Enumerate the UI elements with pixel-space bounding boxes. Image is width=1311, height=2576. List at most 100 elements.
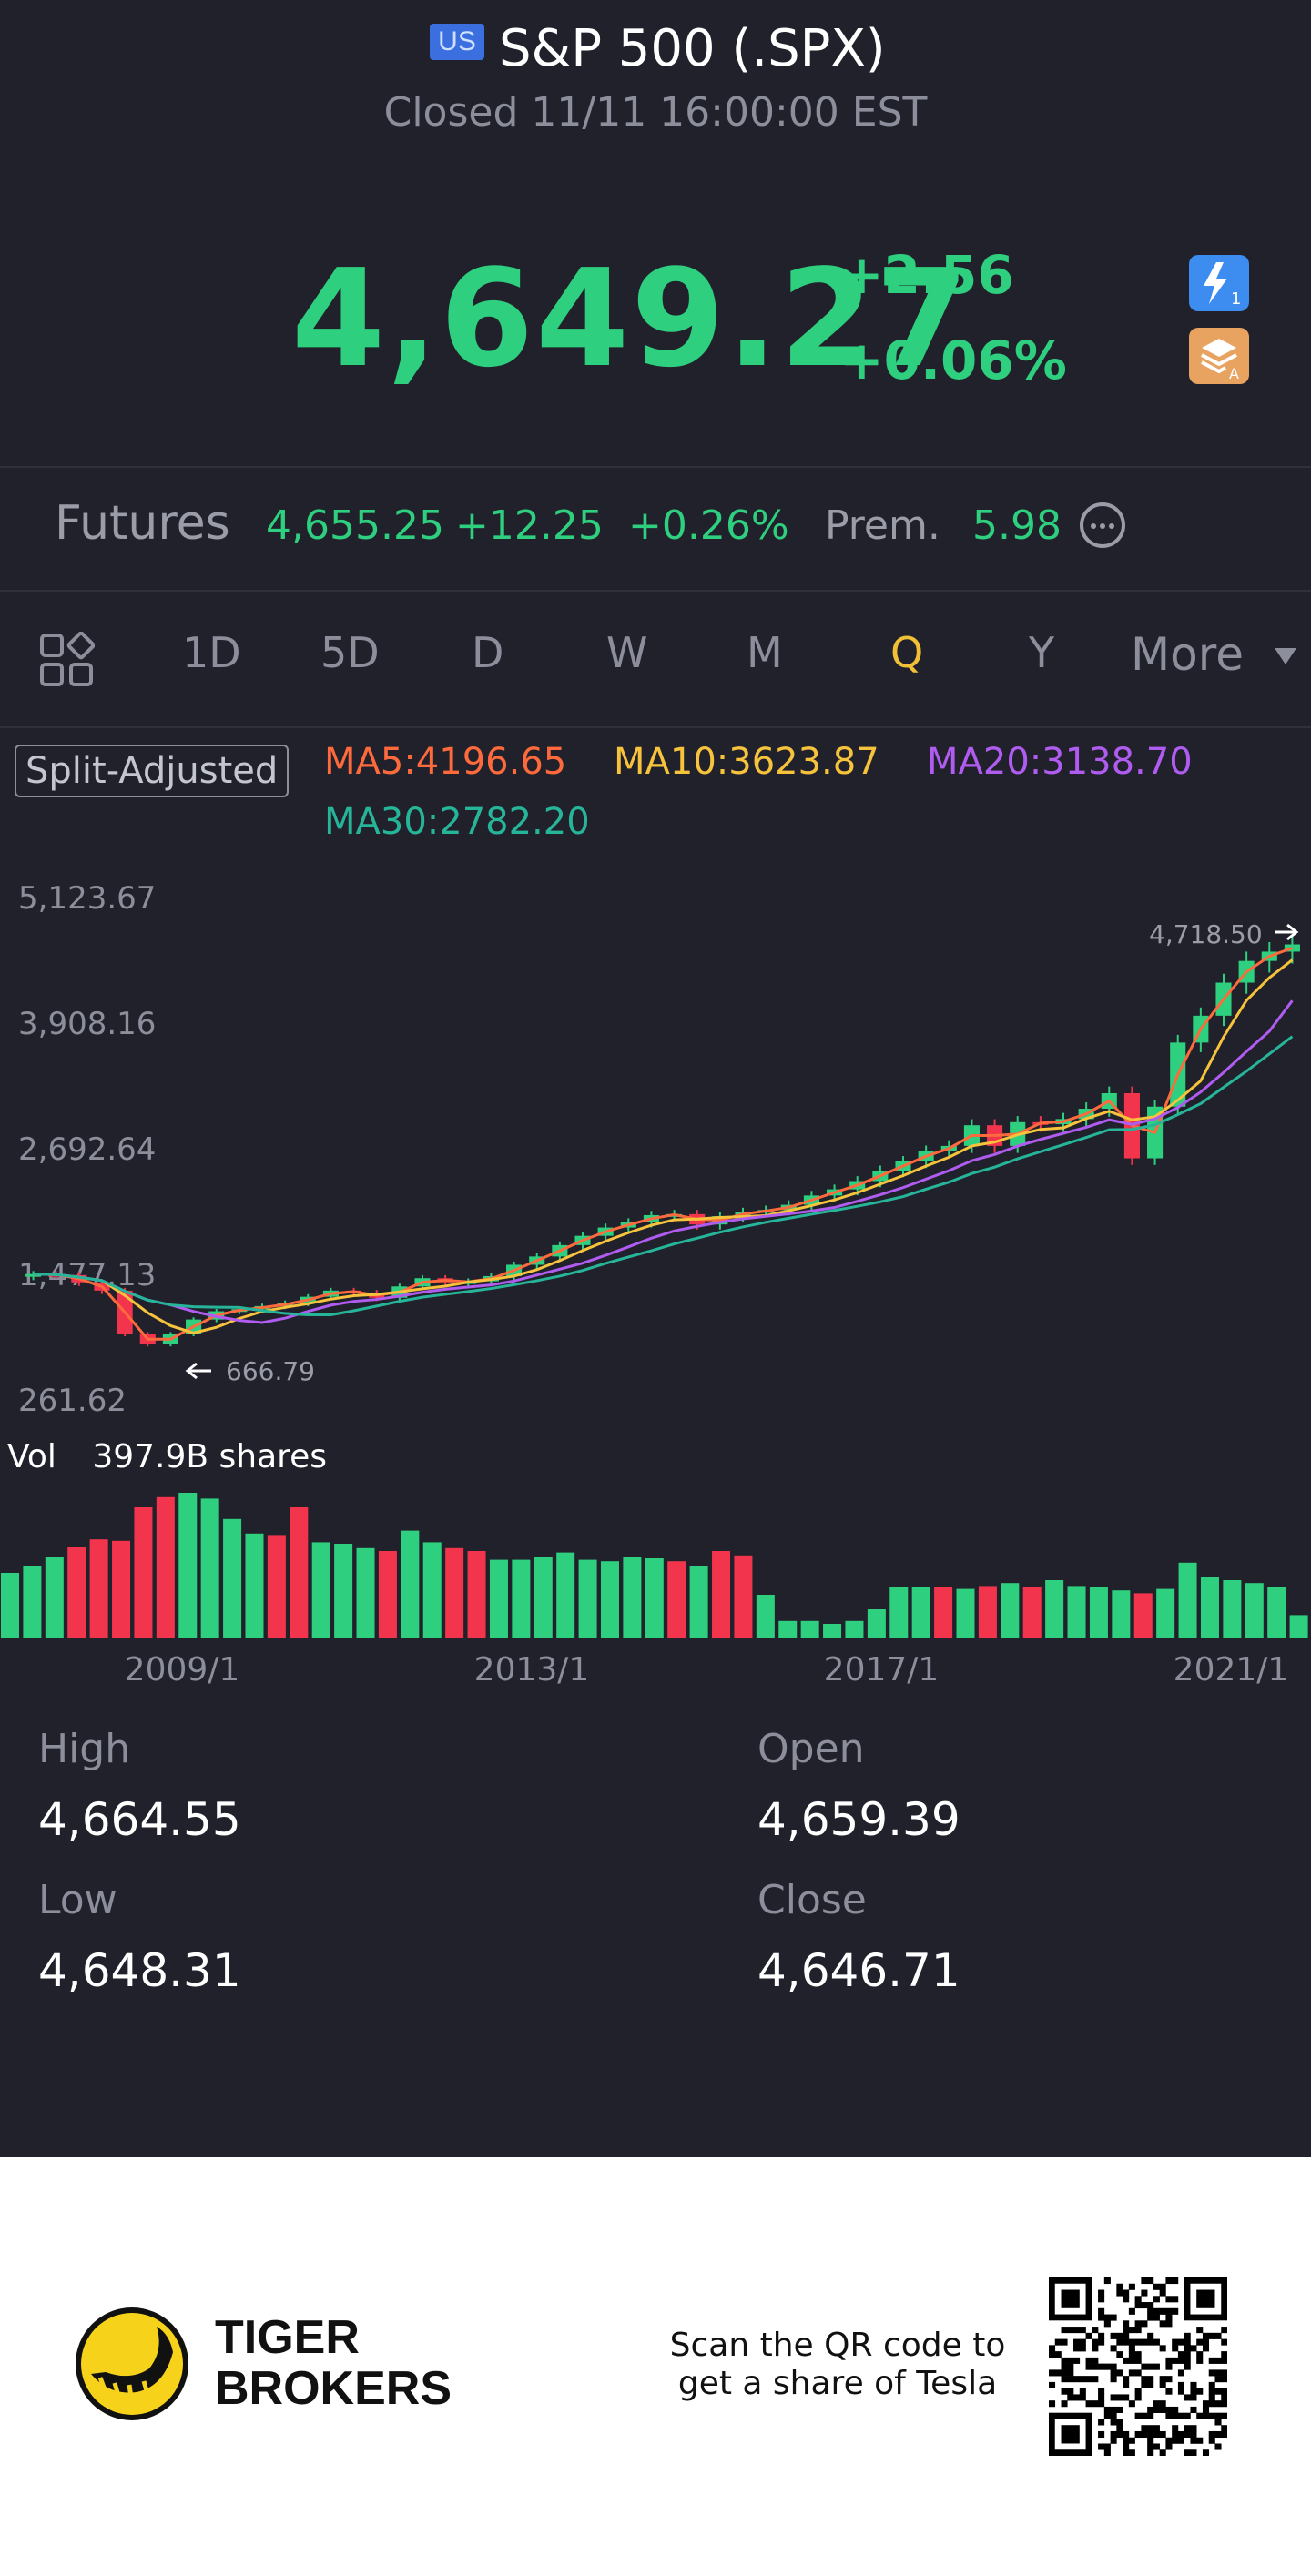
volume-bar xyxy=(245,1533,264,1638)
volume-bar xyxy=(756,1595,775,1638)
low-value: 4,648.31 xyxy=(38,1944,241,1997)
ma-line-ma10 xyxy=(33,958,1294,1334)
svg-text:A: A xyxy=(1229,365,1239,382)
premium-label: Prem. xyxy=(825,502,940,549)
volume-bar xyxy=(467,1551,486,1638)
ma-line-ma30 xyxy=(33,1035,1294,1317)
svg-text:1: 1 xyxy=(1231,289,1241,309)
volume-bar xyxy=(89,1539,108,1638)
chart-layout-icon[interactable] xyxy=(38,631,96,688)
x-axis-tick-label: 2009/1 xyxy=(125,1651,240,1689)
volume-bar xyxy=(445,1547,464,1638)
volume-bar xyxy=(1223,1580,1242,1638)
volume-bar xyxy=(667,1561,686,1638)
tab-more[interactable]: More xyxy=(1131,628,1244,681)
volume-bar xyxy=(1067,1586,1086,1638)
volume-bar xyxy=(112,1540,131,1638)
volume-bar xyxy=(311,1542,330,1638)
volume-bar xyxy=(623,1557,642,1638)
split-adjusted-toggle[interactable]: Split-Adjusted xyxy=(15,745,290,797)
volume-bar xyxy=(1112,1590,1131,1638)
ma30-label: MA30:2782.20 xyxy=(324,801,590,843)
volume-bar xyxy=(334,1544,353,1638)
futures-price: 4,655.25 xyxy=(266,502,444,549)
volume-bar xyxy=(1178,1562,1197,1638)
x-axis-tick-label: 2021/1 xyxy=(1174,1651,1289,1689)
tab-d[interactable]: D xyxy=(472,628,504,677)
tab-y[interactable]: Y xyxy=(1029,628,1055,677)
volume-bar xyxy=(489,1559,508,1638)
promo-text-line1: Scan the QR code to xyxy=(669,2327,1006,2364)
price-change-percent: +0.06% xyxy=(839,330,1067,391)
divider xyxy=(0,466,1311,468)
brand-name-line1: TIGER xyxy=(215,2311,360,2364)
chevron-down-icon[interactable] xyxy=(1275,648,1296,664)
volume-bar xyxy=(778,1620,798,1638)
more-options-icon[interactable] xyxy=(1080,502,1125,548)
volume-bar xyxy=(867,1609,886,1638)
volume-value: 397.9B shares xyxy=(92,1438,328,1476)
y-axis-tick-label: 3,908.16 xyxy=(18,1006,156,1042)
high-value: 4,664.55 xyxy=(38,1793,241,1846)
ticker-title: S&P 500 (.SPX) xyxy=(499,19,886,78)
volume-title: Vol xyxy=(7,1438,56,1476)
volume-bar xyxy=(1156,1588,1175,1638)
volume-bar xyxy=(1022,1587,1042,1638)
volume-bar xyxy=(800,1620,819,1638)
open-value: 4,659.39 xyxy=(757,1793,960,1846)
volume-label: Vol 397.9B shares xyxy=(7,1438,327,1476)
tiger-logo-icon xyxy=(73,2305,191,2423)
qr-code-icon[interactable] xyxy=(1049,2277,1227,2456)
last-price: 4,649.27 xyxy=(291,240,971,397)
volume-bar xyxy=(1245,1583,1264,1638)
divider xyxy=(0,726,1311,728)
brand-name-line2: BROKERS xyxy=(215,2362,452,2415)
layers-icon[interactable]: A xyxy=(1189,328,1249,384)
arrow-left-icon xyxy=(185,1362,211,1380)
quote-header xyxy=(0,0,1311,464)
volume-bar xyxy=(645,1558,664,1638)
tab-w[interactable]: W xyxy=(606,628,648,677)
volume-bar xyxy=(223,1518,242,1638)
volume-bar xyxy=(911,1587,930,1638)
y-axis-tick-label: 5,123.67 xyxy=(18,880,156,917)
volume-bar xyxy=(45,1557,64,1638)
ma10-label: MA10:3623.87 xyxy=(614,741,879,783)
divider xyxy=(0,590,1311,592)
volume-bar xyxy=(290,1507,309,1638)
volume-bar xyxy=(712,1551,731,1638)
flash-trade-icon[interactable]: 1 xyxy=(1189,255,1249,311)
volume-bar xyxy=(1,1573,20,1638)
low-marker-label: 666.79 xyxy=(226,1356,315,1386)
volume-bar xyxy=(401,1530,420,1638)
high-marker-label: 4,718.50 xyxy=(1149,919,1263,949)
volume-bar xyxy=(356,1547,375,1638)
y-axis-tick-label: 261.62 xyxy=(18,1383,127,1419)
volume-bar xyxy=(23,1566,42,1638)
volume-bar xyxy=(600,1561,619,1638)
volume-bar xyxy=(734,1555,753,1638)
close-value: 4,646.71 xyxy=(757,1944,960,1997)
tab-5d[interactable]: 5D xyxy=(320,628,380,677)
volume-bar xyxy=(689,1566,708,1638)
low-label: Low xyxy=(38,1877,117,1923)
market-status: Closed 11/11 16:00:00 EST xyxy=(383,89,928,136)
volume-bar xyxy=(1001,1583,1020,1638)
futures-label[interactable]: Futures xyxy=(55,496,230,551)
tab-q[interactable]: Q xyxy=(890,628,924,677)
price-change: +2.56 xyxy=(839,244,1014,306)
volume-bar xyxy=(156,1496,175,1638)
tab-1d[interactable]: 1D xyxy=(182,628,241,677)
volume-bar xyxy=(1200,1577,1219,1638)
volume-bar xyxy=(978,1586,997,1638)
volume-bar xyxy=(1267,1587,1286,1638)
volume-bar xyxy=(378,1551,397,1638)
ma20-label: MA20:3138.70 xyxy=(927,741,1193,783)
volume-bar xyxy=(1289,1615,1308,1638)
volume-bar xyxy=(889,1587,909,1638)
x-axis-tick-label: 2013/1 xyxy=(474,1651,590,1689)
volume-bar xyxy=(200,1498,219,1638)
tab-m[interactable]: M xyxy=(747,628,783,677)
volume-bar xyxy=(1133,1593,1153,1638)
